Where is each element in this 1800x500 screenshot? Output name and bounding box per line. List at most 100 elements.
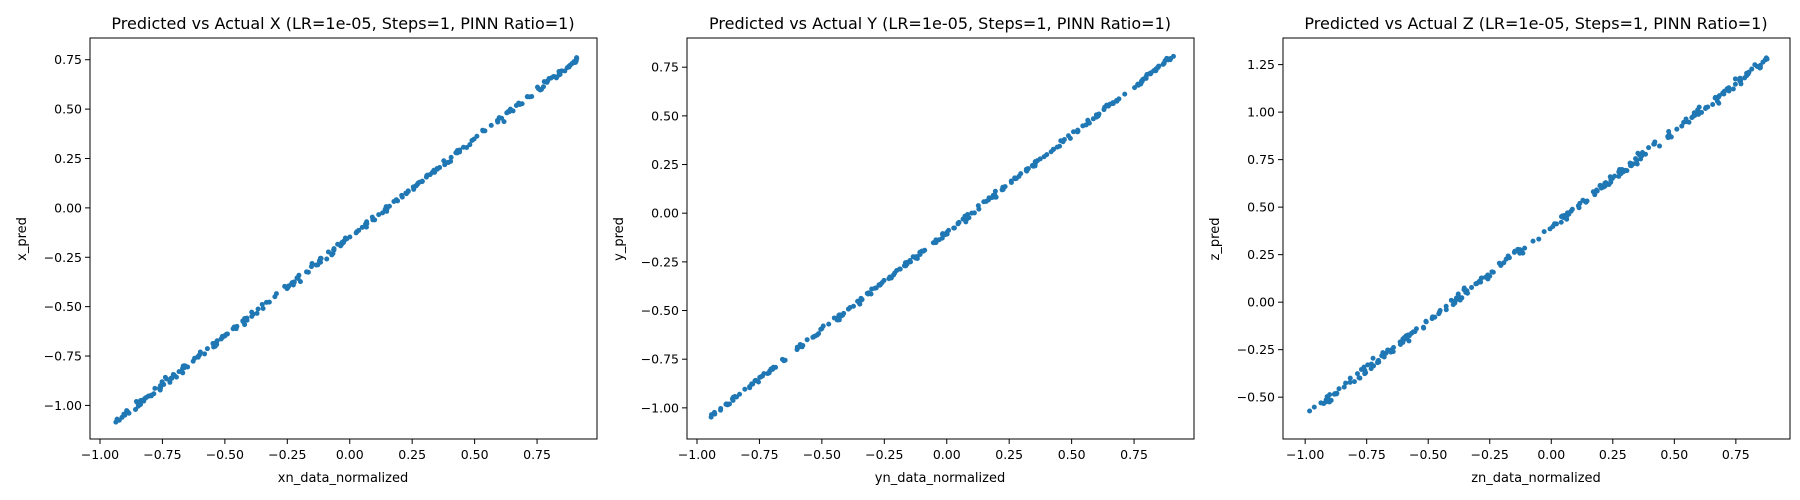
data-points — [708, 53, 1176, 420]
y-tick-label: 0.50 — [1247, 200, 1275, 215]
data-point — [1323, 399, 1329, 405]
data-point — [480, 128, 486, 134]
data-point — [1712, 94, 1718, 100]
data-point — [864, 290, 870, 296]
data-point — [1067, 135, 1073, 141]
x-tick-label: 0.00 — [933, 447, 961, 462]
data-point — [1696, 104, 1702, 110]
data-point — [202, 351, 208, 357]
data-point — [469, 137, 475, 143]
data-point — [1032, 161, 1038, 167]
data-point — [1732, 81, 1738, 87]
data-point — [1070, 129, 1076, 135]
data-point — [1057, 143, 1063, 149]
data-point — [1430, 314, 1436, 320]
data-point — [737, 391, 743, 397]
data-point — [1608, 177, 1614, 183]
data-point — [386, 203, 392, 209]
data-point — [1646, 145, 1652, 151]
data-point — [1657, 143, 1663, 149]
data-point — [415, 180, 421, 186]
data-point — [999, 187, 1005, 193]
data-point — [836, 312, 842, 318]
data-point — [1401, 335, 1407, 341]
data-point — [1474, 280, 1480, 286]
data-point — [162, 374, 168, 380]
x-tick-label: −0.25 — [865, 447, 903, 462]
data-point — [718, 406, 724, 412]
x-tick-label: −0.75 — [1348, 447, 1386, 462]
data-point — [782, 357, 788, 363]
data-point — [818, 326, 824, 332]
data-point — [1732, 76, 1738, 82]
data-point — [1375, 360, 1381, 366]
y-tick-label: 0.25 — [651, 157, 679, 172]
y-tick-label: 1.25 — [1247, 57, 1275, 72]
scatter-panel-x: Predicted vs Actual X (LR=1e-05, Steps=1… — [15, 14, 598, 486]
data-point — [732, 394, 738, 400]
data-point — [1633, 156, 1639, 162]
data-points — [113, 55, 580, 425]
data-point — [1714, 98, 1720, 104]
x-tick-label: 0.75 — [1120, 447, 1148, 462]
data-point — [1575, 203, 1581, 209]
data-point — [1385, 347, 1391, 353]
data-point — [1710, 102, 1716, 108]
data-point — [1738, 81, 1744, 87]
scatter-panel-z: Predicted vs Actual Z (LR=1e-05, Steps=1… — [1208, 14, 1791, 486]
data-point — [1737, 75, 1743, 81]
x-tick-label: −0.50 — [1409, 447, 1447, 462]
data-point — [1443, 303, 1449, 309]
x-tick-label: −0.25 — [1471, 447, 1509, 462]
data-point — [244, 315, 250, 321]
data-point — [1122, 91, 1128, 97]
data-point — [1716, 93, 1722, 99]
data-point — [134, 400, 140, 406]
x-tick-label: 0.50 — [461, 447, 489, 462]
data-point — [254, 310, 260, 316]
data-point — [1311, 404, 1317, 410]
y-tick-label: −1.00 — [641, 400, 679, 415]
data-point — [222, 333, 228, 339]
data-point — [1720, 90, 1726, 96]
data-point — [437, 165, 443, 171]
data-point — [1536, 236, 1542, 242]
data-point — [234, 323, 240, 329]
data-point — [920, 248, 926, 254]
data-point — [1370, 355, 1376, 361]
data-point — [992, 192, 998, 198]
data-point — [1757, 65, 1763, 71]
data-point — [933, 240, 939, 246]
data-point — [460, 144, 466, 150]
data-point — [1347, 375, 1353, 381]
x-axis-label: xn_data_normalized — [278, 471, 408, 486]
y-tick-label: −0.50 — [1237, 390, 1275, 405]
y-axis-label: y_pred — [612, 217, 627, 261]
y-tick-label: −0.25 — [641, 254, 679, 269]
data-point — [939, 235, 945, 241]
data-point — [204, 346, 210, 352]
data-point — [1153, 66, 1159, 72]
plot-frame — [1282, 37, 1791, 440]
data-point — [573, 58, 579, 64]
data-point — [1652, 139, 1658, 145]
data-point — [325, 249, 331, 255]
y-tick-label: 0.00 — [1247, 295, 1275, 310]
data-point — [445, 159, 451, 165]
x-tick-label: 0.25 — [398, 447, 426, 462]
data-points — [1307, 55, 1770, 414]
data-point — [1107, 101, 1113, 107]
data-point — [887, 274, 893, 280]
data-point — [1742, 75, 1748, 81]
data-point — [540, 84, 546, 90]
data-point — [1448, 297, 1454, 303]
chart-title: Predicted vs Actual Y (LR=1e-05, Steps=1… — [709, 14, 1171, 33]
data-point — [1597, 182, 1603, 188]
x-tick-label: −1.00 — [678, 447, 716, 462]
data-point — [1580, 197, 1586, 203]
data-point — [1016, 173, 1022, 179]
y-tick-label: 0.75 — [54, 52, 82, 67]
data-point — [557, 71, 563, 77]
